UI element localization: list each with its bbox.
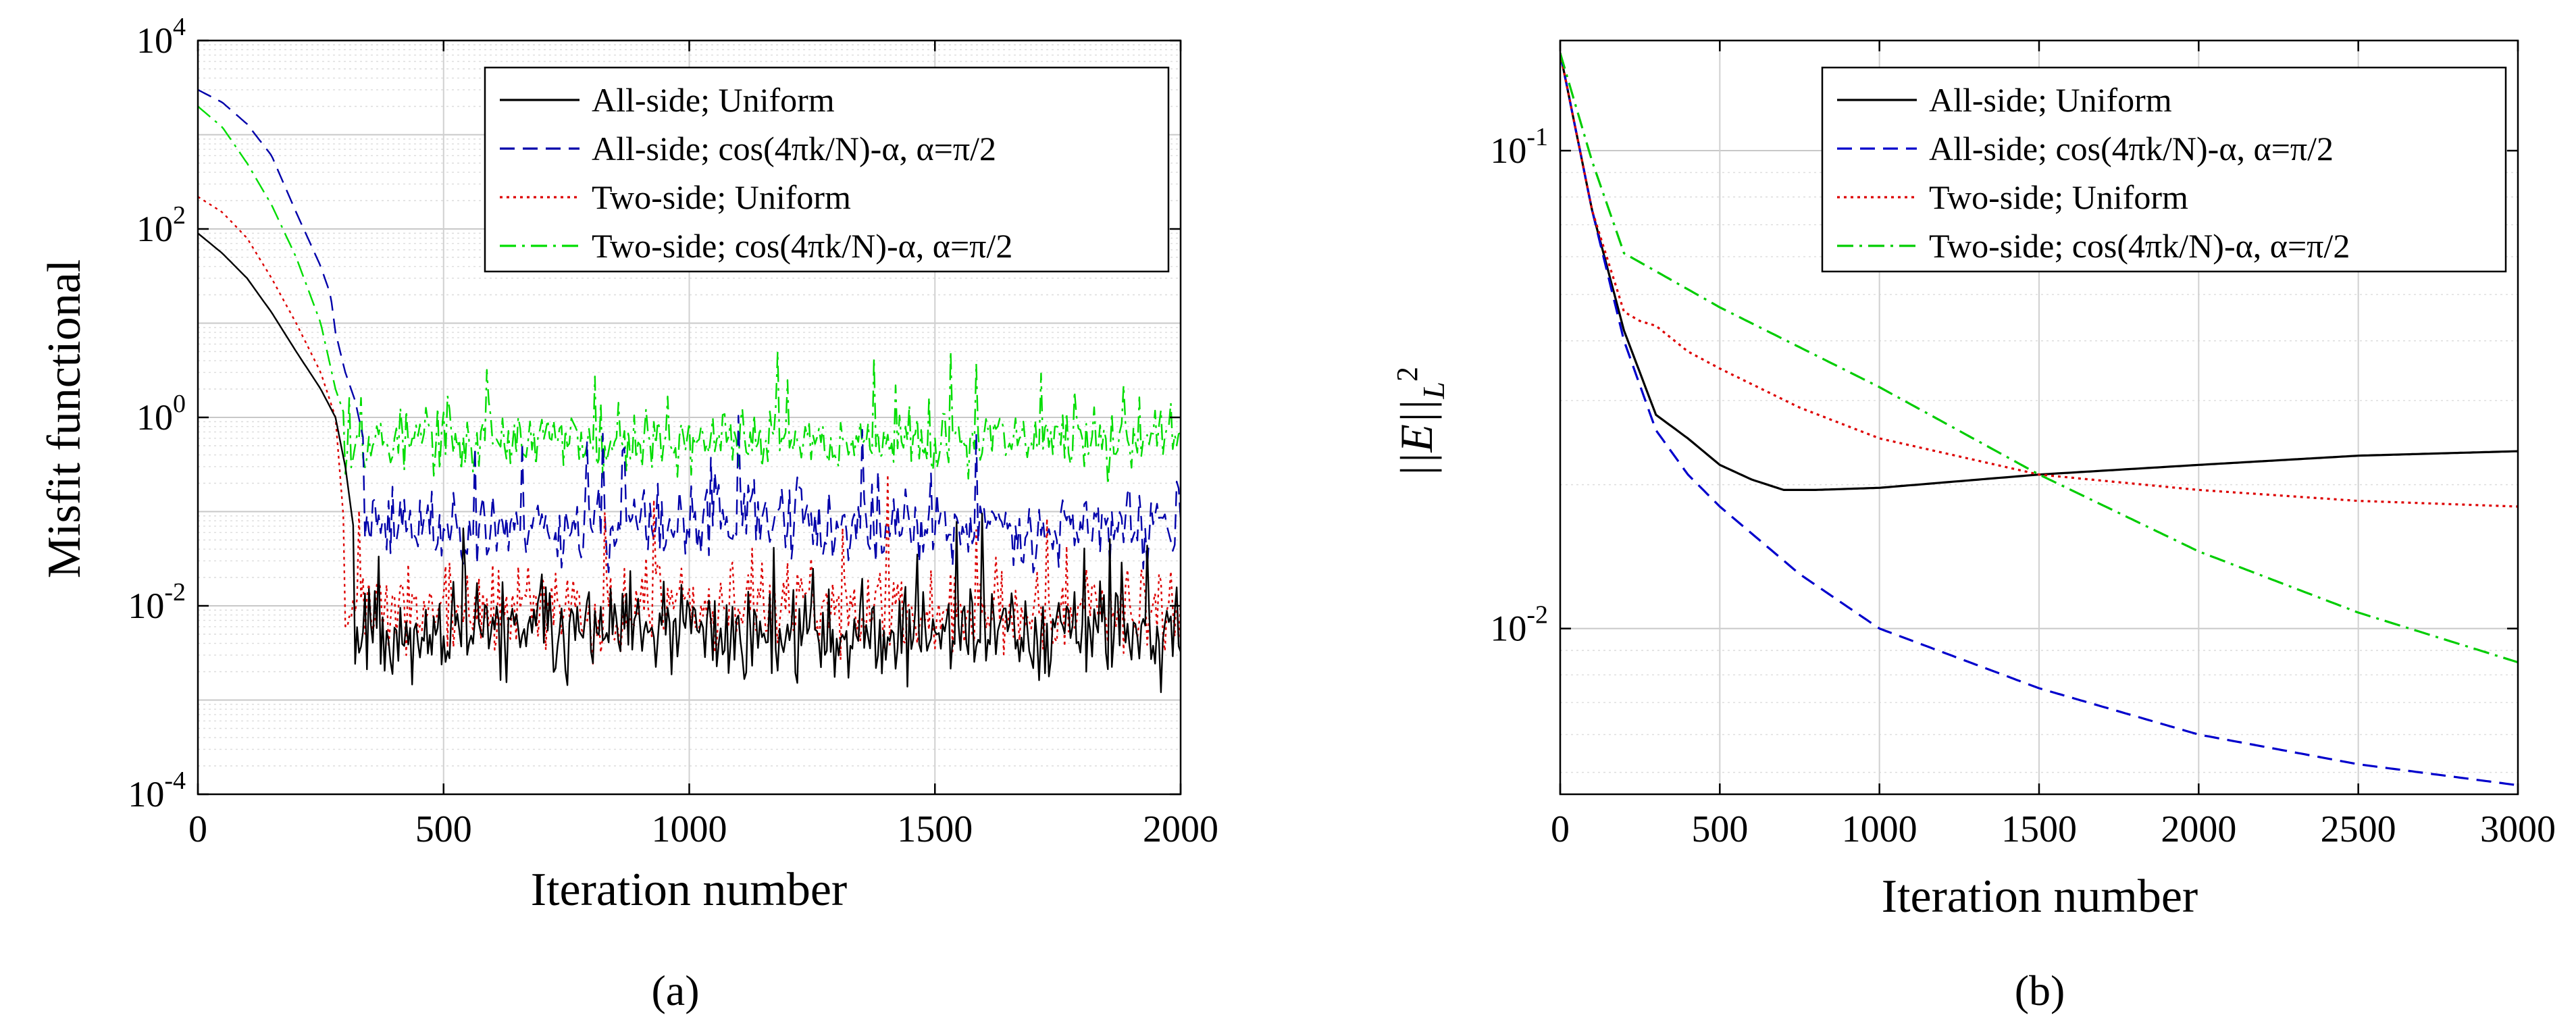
chart-a-xtick-label: 1000 — [652, 808, 727, 850]
chart-a-ytick-label: 102 — [136, 201, 186, 249]
chart-a-ytick-label: 10-2 — [128, 578, 186, 626]
chart-a-legend-box — [484, 66, 1170, 273]
chart-a-ytick-label: 10-4 — [128, 767, 186, 815]
chart-b-xtick-label: 2000 — [2161, 808, 2236, 850]
chart-b: 0 500 1000 1500 2000 2500 3000 10-2 10-1 All-sid… — [1391, 39, 2556, 1014]
chart-b-series-line-2 — [1560, 53, 2518, 787]
chart-a: 0 500 1000 1500 2000 10-4 10-2 100 102 104 All-si… — [38, 13, 1218, 1014]
chart-a-legend: All-side; Uniform All-side; cos(4πk/N)-α,… — [484, 66, 1170, 273]
chart-a-xlabel: Iteration number — [531, 864, 847, 916]
chart-b-ytick-label: 10-1 — [1490, 123, 1548, 171]
chart-b-xtick-label: 0 — [1551, 808, 1570, 850]
chart-a-ylabel: Misfit functional — [38, 259, 91, 578]
chart-b-xtick-label: 3000 — [2480, 808, 2556, 850]
chart-a-legend-label-4: Two-side; cos(4πk/N)-α, α=π/2 — [592, 227, 1012, 265]
chart-b-xtick-label: 2500 — [2321, 808, 2396, 850]
chart-b-legend-label-3: Two-side; Uniform — [1929, 178, 2188, 216]
chart-b-legend-box — [1821, 66, 2507, 273]
chart-b-xtick-label: 1000 — [1842, 808, 1917, 850]
chart-b-ylabel: ||E||L2 — [1391, 367, 1451, 478]
chart-a-ytick-label: 100 — [136, 390, 186, 438]
chart-a-series-line-3 — [198, 196, 1181, 665]
chart-a-xtick-label: 500 — [415, 808, 472, 850]
chart-a-panel-label: (a) — [651, 966, 699, 1014]
chart-a-ytick-label: 104 — [136, 13, 186, 61]
chart-a-xtick-label: 1500 — [897, 808, 973, 850]
chart-b-xlabel: Iteration number — [1882, 871, 2198, 923]
chart-b-legend: All-side; Uniform All-side; cos(4πk/N)-α,… — [1821, 66, 2507, 273]
chart-a-xtick-label: 0 — [188, 808, 207, 850]
chart-b-legend-label-4: Two-side; cos(4πk/N)-α, α=π/2 — [1929, 227, 2350, 265]
chart-a-series-line-1 — [198, 232, 1181, 694]
chart-b-ticks: 0 500 1000 1500 2000 2500 3000 10-2 10-1 — [1490, 41, 2556, 850]
chart-b-series-line-3 — [1560, 53, 2518, 508]
chart-b-series — [1560, 53, 2518, 787]
chart-a-legend-label-1: All-side; Uniform — [592, 81, 835, 119]
chart-a-series — [198, 88, 1181, 694]
chart-b-legend-label-2: All-side; cos(4πk/N)-α, α=π/2 — [1929, 130, 2334, 167]
chart-b-series-line-4 — [1560, 53, 2518, 664]
chart-a-legend-label-2: All-side; cos(4πk/N)-α, α=π/2 — [592, 130, 996, 167]
chart-b-panel-label: (b) — [2015, 966, 2065, 1014]
chart-b-legend-label-1: All-side; Uniform — [1929, 81, 2172, 119]
chart-a-legend-label-3: Two-side; Uniform — [592, 178, 851, 216]
chart-b-ytick-label: 10-2 — [1490, 601, 1548, 649]
chart-a-series-line-2 — [198, 88, 1181, 573]
chart-b-xtick-label: 500 — [1691, 808, 1748, 850]
chart-b-xtick-label: 1500 — [2001, 808, 2077, 850]
chart-a-xtick-label: 2000 — [1143, 808, 1218, 850]
chart-a-ticks: 0 500 1000 1500 2000 10-4 10-2 100 102 104 — [128, 13, 1218, 850]
